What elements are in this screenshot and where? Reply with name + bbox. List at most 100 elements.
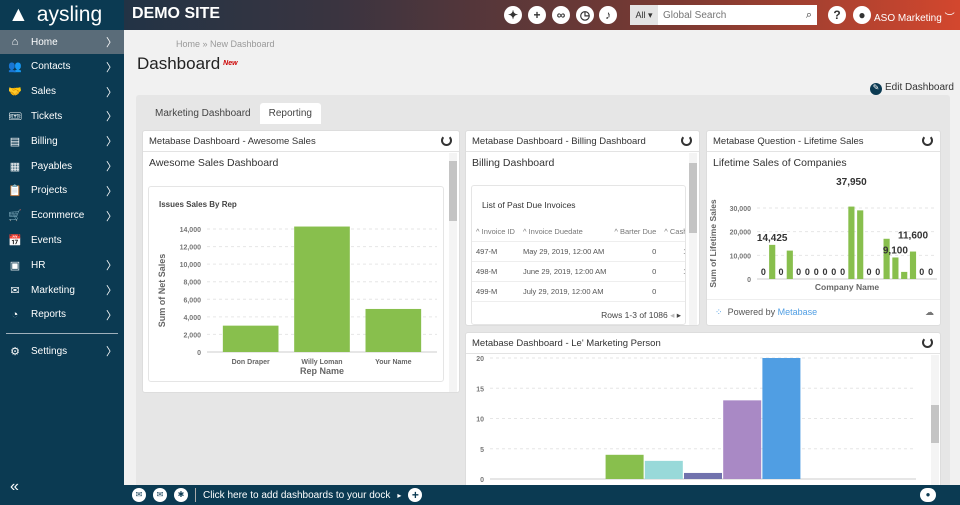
user-menu[interactable]: ASO Marketing ︶ [874, 13, 955, 24]
table-cell: 499-M [472, 281, 519, 302]
history-icon[interactable]: ◷ [576, 6, 594, 24]
sidebar-item-tickets[interactable]: 🎟 Tickets 〉 [0, 104, 124, 128]
scrollbar[interactable] [931, 355, 939, 491]
bar [909, 251, 917, 279]
column-header[interactable]: ^ Barter Due [610, 222, 661, 242]
sidebar-item-marketing[interactable]: ✉ Marketing 〉 [0, 278, 124, 302]
download-icon[interactable]: ☁ [925, 307, 934, 317]
y-tick-label: 0 [747, 277, 751, 284]
pencil-icon: ✎ [870, 83, 882, 95]
metabase-link[interactable]: Metabase [777, 307, 818, 317]
y-tick-label: 8,000 [183, 280, 201, 287]
x-axis-label: Rep Name [300, 366, 344, 376]
message-icon[interactable]: ✉ [153, 488, 167, 502]
sidebar-item-sales[interactable]: 🤝 Sales 〉 [0, 80, 124, 104]
y-axis-label: Sum of Lifetime Sales [708, 199, 718, 288]
panel-title: Metabase Question - Lifetime Sales [713, 136, 864, 147]
bar [683, 472, 723, 479]
y-tick-label: 20,000 [730, 230, 752, 237]
tab-reporting[interactable]: Reporting [259, 103, 321, 124]
bar [723, 400, 762, 479]
y-tick-label: 0 [480, 477, 484, 484]
bar [857, 210, 864, 279]
table-cell [660, 281, 685, 302]
table-cell: 1 [660, 261, 685, 282]
y-tick-label: 10,000 [180, 262, 202, 269]
prev-page-icon[interactable]: ◂ [670, 310, 675, 320]
reports-icon: ◔ [11, 308, 19, 321]
bell-icon[interactable]: ♪ [599, 6, 617, 24]
add-dashboard-dock-link[interactable]: Click here to add dashboards to your doc… [203, 489, 391, 501]
refresh-icon[interactable] [681, 135, 692, 146]
pagination-text: Rows 1-3 of 1086 [601, 310, 668, 320]
dock-divider [195, 488, 196, 502]
sidebar-item-events[interactable]: 📅 Events [8, 234, 62, 247]
chevron-right-icon: 〉 [106, 185, 117, 198]
search-scope-select[interactable]: All ▾ [630, 5, 658, 25]
data-label: 0 [805, 267, 810, 277]
sidebar-item-payables[interactable]: ▦ Payables 〉 [0, 154, 124, 178]
column-header[interactable]: ^ Cash [660, 222, 685, 242]
panel-title: Metabase Dashboard - Billing Dashboard [472, 136, 646, 147]
tab-marketing-dashboard[interactable]: Marketing Dashboard [155, 108, 251, 119]
chevron-right-icon: 〉 [106, 161, 117, 173]
y-tick-label: 14,000 [180, 227, 202, 234]
logo[interactable]: ▲ aysling [0, 0, 124, 30]
edit-dashboard-button[interactable]: ✎ Edit Dashboard [870, 82, 954, 95]
help-icon[interactable]: ? [828, 6, 846, 24]
scrollbar[interactable] [449, 153, 457, 392]
collapse-sidebar-button[interactable]: « [10, 478, 19, 495]
search-input[interactable] [658, 9, 801, 21]
refresh-icon[interactable] [441, 135, 452, 146]
chevron-right-icon: 〉 [106, 111, 117, 124]
link-icon[interactable]: ∞ [552, 6, 570, 24]
events-icon: 📅 [8, 234, 22, 247]
sidebar-item-hr[interactable]: ▣ HR 〉 [0, 253, 124, 277]
scrollbar[interactable] [689, 153, 697, 325]
sidebar-item-settings[interactable]: ⚙ Settings 〉 [0, 339, 124, 363]
slack-icon[interactable]: ✱ [174, 488, 188, 502]
page-title-row: Dashboard New [137, 54, 238, 74]
panel-title: Metabase Dashboard - Awesome Sales [149, 136, 316, 147]
panel-awesome-sales: Metabase Dashboard - Awesome Sales Aweso… [142, 130, 460, 393]
refresh-icon[interactable] [922, 337, 933, 348]
table-row[interactable]: 499-M July 29, 2019, 12:00 AM 0 [472, 281, 685, 302]
next-page-icon[interactable]: ▸ [676, 310, 681, 320]
tab-bar: Marketing Dashboard Reporting [146, 103, 321, 124]
sidebar-item-ecommerce[interactable]: 🛒 Ecommerce 〉 [0, 204, 124, 228]
table-cell: May 29, 2019, 12:00 AM [518, 241, 611, 262]
sidebar-item-projects[interactable]: 📋 Projects 〉 [0, 179, 124, 203]
column-header[interactable]: ^ Invoice Duedate [518, 222, 611, 242]
search-icon[interactable]: ⌕ [805, 8, 812, 21]
party-icon[interactable]: ✦ [504, 6, 522, 24]
toggle-icon[interactable]: ● [920, 488, 936, 502]
data-label: 0 [761, 267, 766, 277]
sidebar-item-home[interactable]: ⌂ Home 〉 [0, 30, 124, 54]
y-tick-label: 15 [476, 386, 484, 393]
chevron-right-icon: 〉 [106, 86, 117, 99]
refresh-icon[interactable] [922, 135, 933, 146]
data-label: 0 [875, 267, 880, 277]
invoice-table: ^ Invoice ID ^ Invoice Duedate ^ Barter Du… [472, 222, 685, 302]
bar [294, 226, 350, 352]
x-tick-label: Don Draper [232, 359, 270, 366]
sidebar-divider [6, 333, 118, 334]
plus-icon[interactable]: + [528, 6, 546, 24]
sidebar-item-reports[interactable]: ◔ Reports 〉 [0, 303, 124, 327]
sidebar-item-contacts[interactable]: 👥 Contacts 〉 [0, 55, 124, 79]
ecommerce-icon: 🛒 [8, 210, 22, 223]
sales-icon: 🤝 [8, 86, 22, 99]
sidebar-item-billing[interactable]: ▤ Billing 〉 [0, 129, 124, 153]
chevron-right-icon: 〉 [106, 346, 117, 358]
column-header[interactable]: ^ Invoice ID [472, 222, 519, 242]
y-axis-label: Sum of Net Sales [157, 254, 167, 328]
data-label: 0 [928, 267, 933, 277]
y-tick-label: 10 [476, 417, 484, 424]
user-avatar-icon[interactable]: ● [853, 6, 871, 24]
y-tick-label: 10,000 [730, 253, 752, 260]
mail-icon[interactable]: ✉ [132, 488, 146, 502]
bar [605, 454, 644, 479]
plus-icon[interactable]: + [408, 488, 423, 502]
